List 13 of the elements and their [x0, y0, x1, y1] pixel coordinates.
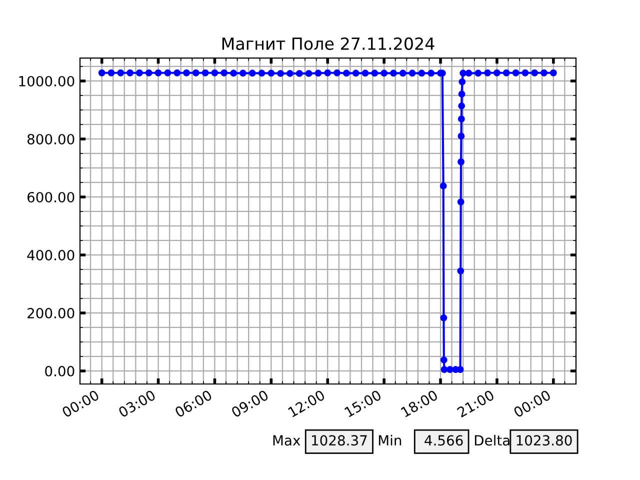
- text: 1023.80: [516, 435, 572, 446]
- text: 1028.37: [312, 435, 367, 446]
- text: Max: [273, 435, 300, 446]
- chart-title: Магнит Поле 27.11.2024: [222, 37, 434, 50]
- y-tick-label: 200.00: [28, 308, 74, 318]
- text: Delta: [474, 434, 510, 446]
- text: 4.566: [424, 435, 463, 446]
- y-tick-label: 400.00: [27, 250, 74, 260]
- y-tick-label: 1000.00: [19, 76, 74, 86]
- y-tick-label: 0.00: [45, 366, 74, 376]
- y-tick-label: 600.00: [28, 192, 74, 202]
- y-tick-label: 800.00: [27, 134, 74, 144]
- text: Min: [378, 434, 402, 446]
